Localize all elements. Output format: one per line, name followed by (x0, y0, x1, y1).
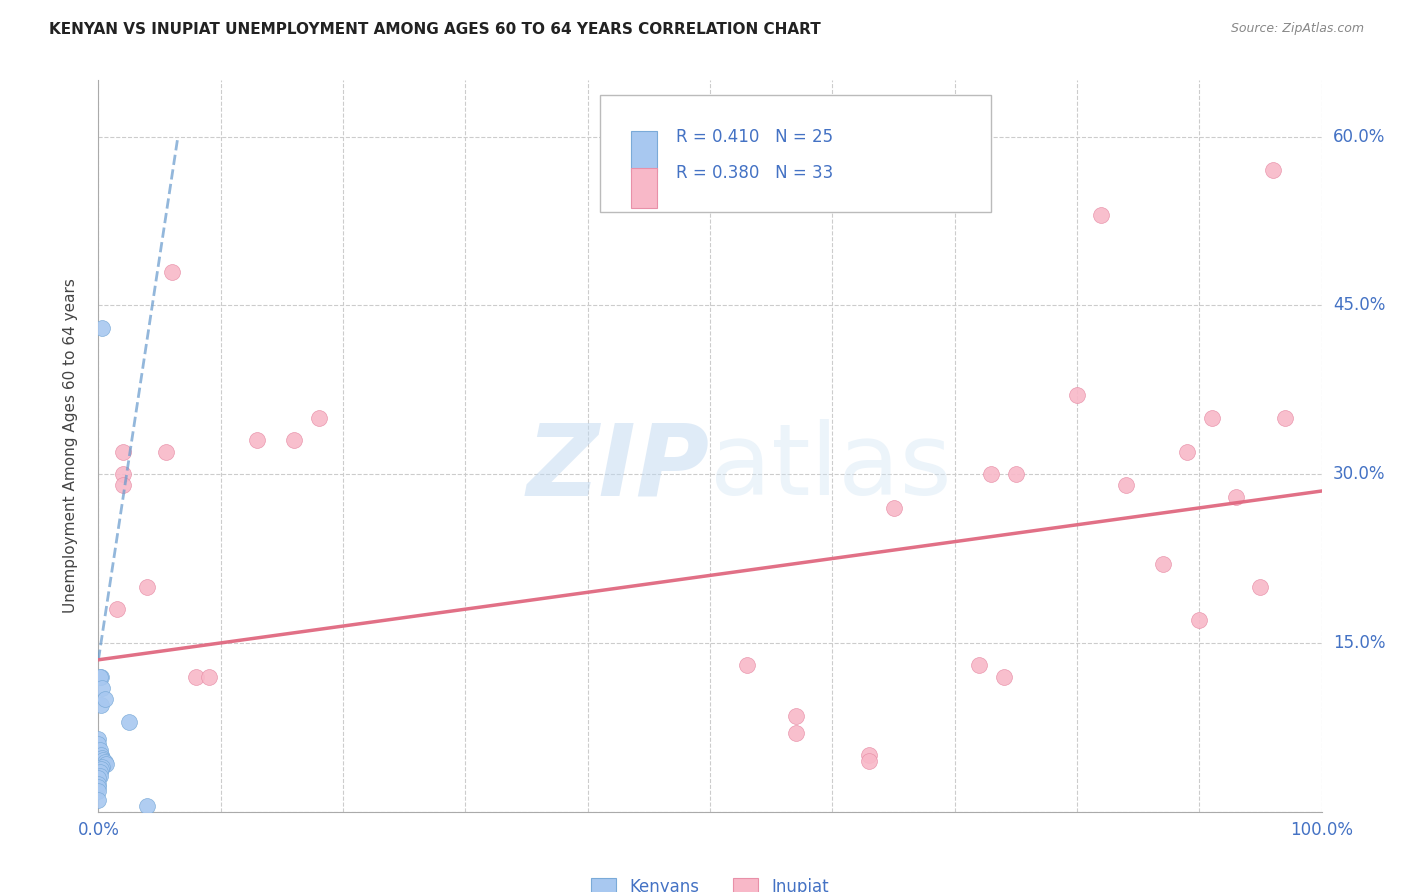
Bar (630, 168, 658, 209)
Point (89, 765, 111, 780)
Text: 15.0%: 15.0% (1333, 634, 1385, 652)
Point (87, 737, 110, 751)
Text: ZIP: ZIP (527, 419, 710, 516)
Point (90, 670, 112, 684)
Point (93, 692, 115, 706)
Point (105, 602, 128, 616)
Point (91, 760, 114, 774)
Point (89, 743, 111, 757)
Point (858, 754, 880, 768)
Point (1090, 208, 1112, 222)
Point (93, 755, 115, 769)
Point (1249, 580, 1271, 594)
Point (785, 726, 807, 740)
Point (1201, 410, 1223, 425)
Point (883, 500, 905, 515)
Point (197, 670, 219, 684)
Point (90, 748, 112, 763)
Point (1188, 614, 1211, 628)
Text: Source: ZipAtlas.com: Source: ZipAtlas.com (1230, 22, 1364, 36)
Point (87, 731, 110, 746)
Point (89, 670, 111, 684)
Point (111, 444, 134, 458)
Point (111, 478, 134, 492)
Point (91, 321, 114, 335)
Text: 30.0%: 30.0% (1333, 465, 1385, 483)
Point (308, 410, 330, 425)
Legend: Kenyans, Inupiat: Kenyans, Inupiat (585, 871, 835, 892)
Point (87, 784, 110, 798)
Point (118, 714, 141, 729)
Point (111, 467, 134, 482)
Point (980, 467, 1002, 482)
Text: 45.0%: 45.0% (1333, 296, 1385, 314)
Point (967, 658, 990, 673)
Point (1225, 490, 1247, 504)
Point (136, 580, 159, 594)
Point (1274, 410, 1296, 425)
Point (186, 670, 208, 684)
Point (90, 698, 112, 712)
Point (858, 748, 880, 763)
Point (785, 709, 807, 723)
Point (91, 681, 114, 695)
Point (283, 434, 305, 448)
Text: 60.0%: 60.0% (1333, 128, 1385, 145)
Bar (630, 131, 658, 172)
FancyBboxPatch shape (600, 95, 991, 212)
Point (1066, 388, 1088, 402)
Text: R = 0.410   N = 25: R = 0.410 N = 25 (676, 128, 832, 145)
Text: KENYAN VS INUPIAT UNEMPLOYMENT AMONG AGES 60 TO 64 YEARS CORRELATION CHART: KENYAN VS INUPIAT UNEMPLOYMENT AMONG AGE… (49, 22, 821, 37)
Point (1004, 467, 1026, 482)
Point (246, 434, 269, 448)
Point (155, 444, 177, 458)
Point (94, 757, 117, 772)
Point (1175, 444, 1198, 458)
Y-axis label: Unemployment Among Ages 60 to 64 years: Unemployment Among Ages 60 to 64 years (63, 278, 77, 614)
Text: atlas: atlas (710, 419, 952, 516)
Point (87, 793, 110, 807)
Point (91, 753, 114, 767)
Point (87, 771, 110, 785)
Point (89, 769, 111, 783)
Point (735, 658, 758, 673)
Point (993, 670, 1015, 684)
Point (90, 762, 112, 776)
Text: R = 0.380   N = 33: R = 0.380 N = 33 (676, 164, 832, 182)
Point (91, 750, 114, 764)
Point (1115, 478, 1137, 492)
Point (87, 780, 110, 794)
Point (1261, 163, 1284, 178)
Point (136, 799, 159, 814)
Point (87, 776, 110, 790)
Point (1152, 557, 1174, 571)
Point (160, 264, 183, 278)
